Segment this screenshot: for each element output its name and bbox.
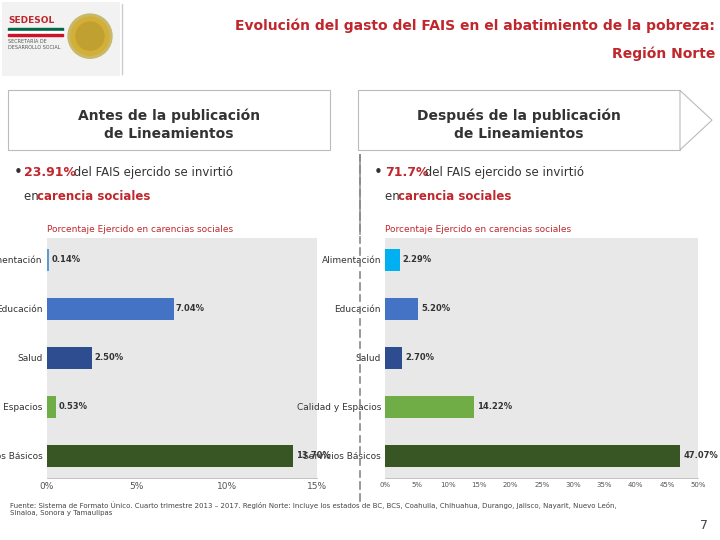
- Text: Porcentaje Ejercido en carencias sociales: Porcentaje Ejercido en carencias sociale…: [47, 225, 233, 234]
- Text: 71.7%: 71.7%: [385, 166, 428, 179]
- FancyBboxPatch shape: [358, 90, 680, 150]
- Bar: [47, 445, 294, 467]
- Bar: [385, 347, 402, 369]
- Text: •: •: [14, 165, 23, 180]
- Text: del FAIS ejercido se invirtió: del FAIS ejercido se invirtió: [70, 166, 233, 179]
- Text: en: en: [385, 191, 403, 204]
- Bar: [385, 445, 680, 467]
- Text: en: en: [24, 191, 42, 204]
- Text: 0.14%: 0.14%: [52, 255, 81, 264]
- Bar: [47, 248, 50, 271]
- Text: 5.20%: 5.20%: [421, 304, 450, 313]
- Text: 2.50%: 2.50%: [94, 353, 123, 362]
- Text: de Lineamientos: de Lineamientos: [104, 127, 234, 141]
- Circle shape: [76, 22, 104, 50]
- FancyBboxPatch shape: [2, 2, 120, 76]
- Bar: [385, 248, 400, 271]
- Circle shape: [68, 14, 112, 58]
- Text: 0.53%: 0.53%: [58, 402, 88, 411]
- Text: 13.70%: 13.70%: [295, 451, 330, 461]
- Text: SEDESOL: SEDESOL: [8, 16, 54, 25]
- Bar: [8, 33, 63, 36]
- Bar: [385, 298, 418, 320]
- Bar: [47, 298, 174, 320]
- Bar: [385, 396, 474, 418]
- FancyBboxPatch shape: [8, 90, 330, 150]
- Text: carencia sociales: carencia sociales: [37, 191, 150, 204]
- Bar: [8, 31, 63, 33]
- Text: carencia sociales: carencia sociales: [398, 191, 511, 204]
- Text: SECRETARÍA DE
DESARROLLO SOCIAL: SECRETARÍA DE DESARROLLO SOCIAL: [8, 38, 60, 50]
- Text: 23.91%: 23.91%: [24, 166, 76, 179]
- Bar: [47, 347, 92, 369]
- Text: de Lineamientos: de Lineamientos: [454, 127, 584, 141]
- Text: 14.22%: 14.22%: [477, 402, 513, 411]
- Bar: [8, 28, 63, 30]
- Text: 7: 7: [700, 519, 708, 532]
- Text: Porcentaje Ejercido en carencias sociales: Porcentaje Ejercido en carencias sociale…: [385, 225, 572, 234]
- Polygon shape: [680, 90, 712, 150]
- Text: del FAIS ejercido se invirtió: del FAIS ejercido se invirtió: [421, 166, 584, 179]
- Text: Evolución del gasto del FAIS en el abatimiento de la pobreza:: Evolución del gasto del FAIS en el abati…: [235, 19, 715, 33]
- Text: 2.29%: 2.29%: [402, 255, 432, 264]
- Text: Después de la publicación: Después de la publicación: [417, 109, 621, 123]
- Text: Antes de la publicación: Antes de la publicación: [78, 109, 260, 123]
- Text: Región Norte: Región Norte: [611, 47, 715, 62]
- Text: 2.70%: 2.70%: [405, 353, 434, 362]
- Text: Fuente: Sistema de Formato Único. Cuarto trimestre 2013 – 2017. Región Norte: In: Fuente: Sistema de Formato Único. Cuarto…: [10, 502, 617, 516]
- Text: •: •: [374, 165, 383, 180]
- Bar: [47, 396, 56, 418]
- Text: 47.07%: 47.07%: [683, 451, 718, 461]
- Circle shape: [71, 17, 109, 55]
- Text: 7.04%: 7.04%: [176, 304, 204, 313]
